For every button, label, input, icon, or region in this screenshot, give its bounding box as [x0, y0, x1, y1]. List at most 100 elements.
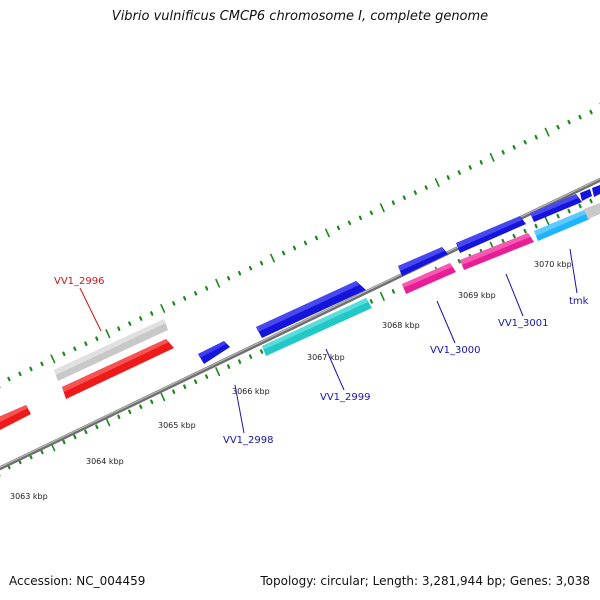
minor-tick	[556, 213, 560, 219]
minor-tick	[589, 109, 593, 115]
minor-tick	[205, 374, 209, 379]
feature-tmk[interactable]	[534, 210, 590, 241]
minor-tick	[62, 351, 66, 357]
minor-tick	[205, 286, 209, 291]
major-tick	[544, 216, 550, 226]
major-tick	[489, 152, 495, 162]
minor-tick	[18, 371, 22, 377]
gene-label[interactable]: VV1_3001	[498, 318, 549, 329]
minor-tick	[84, 429, 88, 435]
minor-tick	[336, 225, 341, 231]
minor-tick	[128, 321, 132, 326]
major-tick	[379, 291, 385, 301]
minor-tick	[62, 439, 66, 445]
minor-tick	[446, 175, 450, 180]
major-tick	[215, 367, 221, 377]
pseudogene-vv1-2996[interactable]	[54, 319, 168, 381]
major-tick	[105, 417, 111, 427]
major-tick	[160, 392, 166, 402]
minor-tick	[73, 346, 77, 351]
minor-tick	[150, 399, 154, 404]
minor-tick	[172, 389, 176, 394]
gene-vv1-3000[interactable]	[398, 247, 448, 276]
gene-label-leader	[569, 248, 578, 294]
minor-tick	[73, 434, 77, 440]
major-tick	[215, 278, 221, 288]
minor-tick	[468, 165, 472, 170]
minor-tick	[183, 296, 187, 301]
minor-tick	[578, 203, 582, 209]
gene-next-small[interactable]	[580, 185, 600, 201]
accession-text: Accession: NC_004459	[9, 574, 146, 588]
minor-tick	[402, 195, 406, 200]
minor-tick	[238, 359, 242, 364]
gene-tmk-forward[interactable]	[530, 194, 582, 222]
major-tick	[379, 203, 385, 213]
minor-tick	[347, 220, 352, 226]
feature-vv1-2999[interactable]	[262, 298, 372, 356]
minor-tick	[95, 424, 99, 430]
gene-vv1-2998[interactable]	[198, 341, 230, 364]
minor-tick	[29, 366, 33, 372]
minor-tick	[248, 354, 253, 359]
minor-tick	[40, 361, 44, 367]
minor-tick	[29, 454, 33, 460]
minor-tick	[578, 114, 582, 120]
feature-next-gray[interactable]	[584, 203, 600, 219]
gene-label-leader	[325, 348, 345, 391]
minor-tick	[248, 265, 253, 271]
minor-tick	[139, 316, 143, 321]
gene-label[interactable]: VV1_2999	[320, 392, 371, 403]
minor-tick	[567, 208, 571, 214]
minor-tick	[523, 228, 527, 234]
tick-label: 3068 kbp	[382, 321, 420, 330]
gene-label[interactable]: VV1_3000	[430, 345, 481, 356]
minor-tick	[413, 190, 417, 195]
gene-vv1-2996[interactable]	[62, 339, 174, 399]
minor-tick	[391, 289, 395, 294]
gene-vv1-3001[interactable]	[456, 216, 526, 253]
minor-tick	[117, 414, 121, 420]
major-tick	[160, 303, 166, 313]
gene-vv1-2995[interactable]	[0, 405, 31, 432]
tick-label: 3070 kbp	[534, 260, 572, 269]
minor-tick	[556, 124, 560, 130]
gene-label-leader	[505, 273, 524, 317]
major-tick	[324, 228, 330, 238]
minor-tick	[314, 235, 319, 241]
gene-vv1-2999[interactable]	[256, 281, 366, 338]
major-tick	[270, 253, 276, 263]
minor-tick	[117, 326, 121, 331]
minor-tick	[424, 185, 428, 190]
feature-vv1-3000[interactable]	[402, 263, 456, 294]
minor-tick	[84, 341, 88, 346]
tick-label: 3063 kbp	[10, 492, 48, 501]
minor-tick	[227, 276, 231, 281]
tick-label: 3066 kbp	[232, 387, 270, 396]
minor-tick	[303, 240, 308, 246]
gene-label[interactable]: tmk	[569, 296, 589, 307]
major-tick	[544, 127, 550, 137]
minor-tick	[457, 259, 461, 264]
gene-label[interactable]: VV1_2998	[223, 435, 274, 446]
minor-tick	[183, 384, 187, 389]
feature-vv1-3001[interactable]	[460, 233, 534, 270]
minor-tick	[567, 119, 571, 125]
gene-label[interactable]: VV1_2996	[54, 276, 105, 287]
minor-tick	[139, 404, 143, 409]
minor-tick	[512, 233, 516, 239]
minor-tick	[7, 376, 11, 382]
minor-tick	[172, 301, 176, 306]
tick-label: 3064 kbp	[86, 457, 124, 466]
genome-summary-text: Topology: circular; Length: 3,281,944 bp…	[260, 574, 590, 588]
gene-label-leader	[234, 384, 245, 434]
minor-tick	[534, 223, 538, 229]
minor-tick	[369, 299, 373, 304]
minor-tick	[523, 140, 527, 145]
minor-tick	[150, 311, 154, 316]
tick-labels: 3063 kbp 3064 kbp 3065 kbp 3066 kbp 3067 kbp…	[10, 260, 572, 501]
minor-tick	[512, 145, 516, 150]
gene-label-leader	[436, 300, 456, 344]
